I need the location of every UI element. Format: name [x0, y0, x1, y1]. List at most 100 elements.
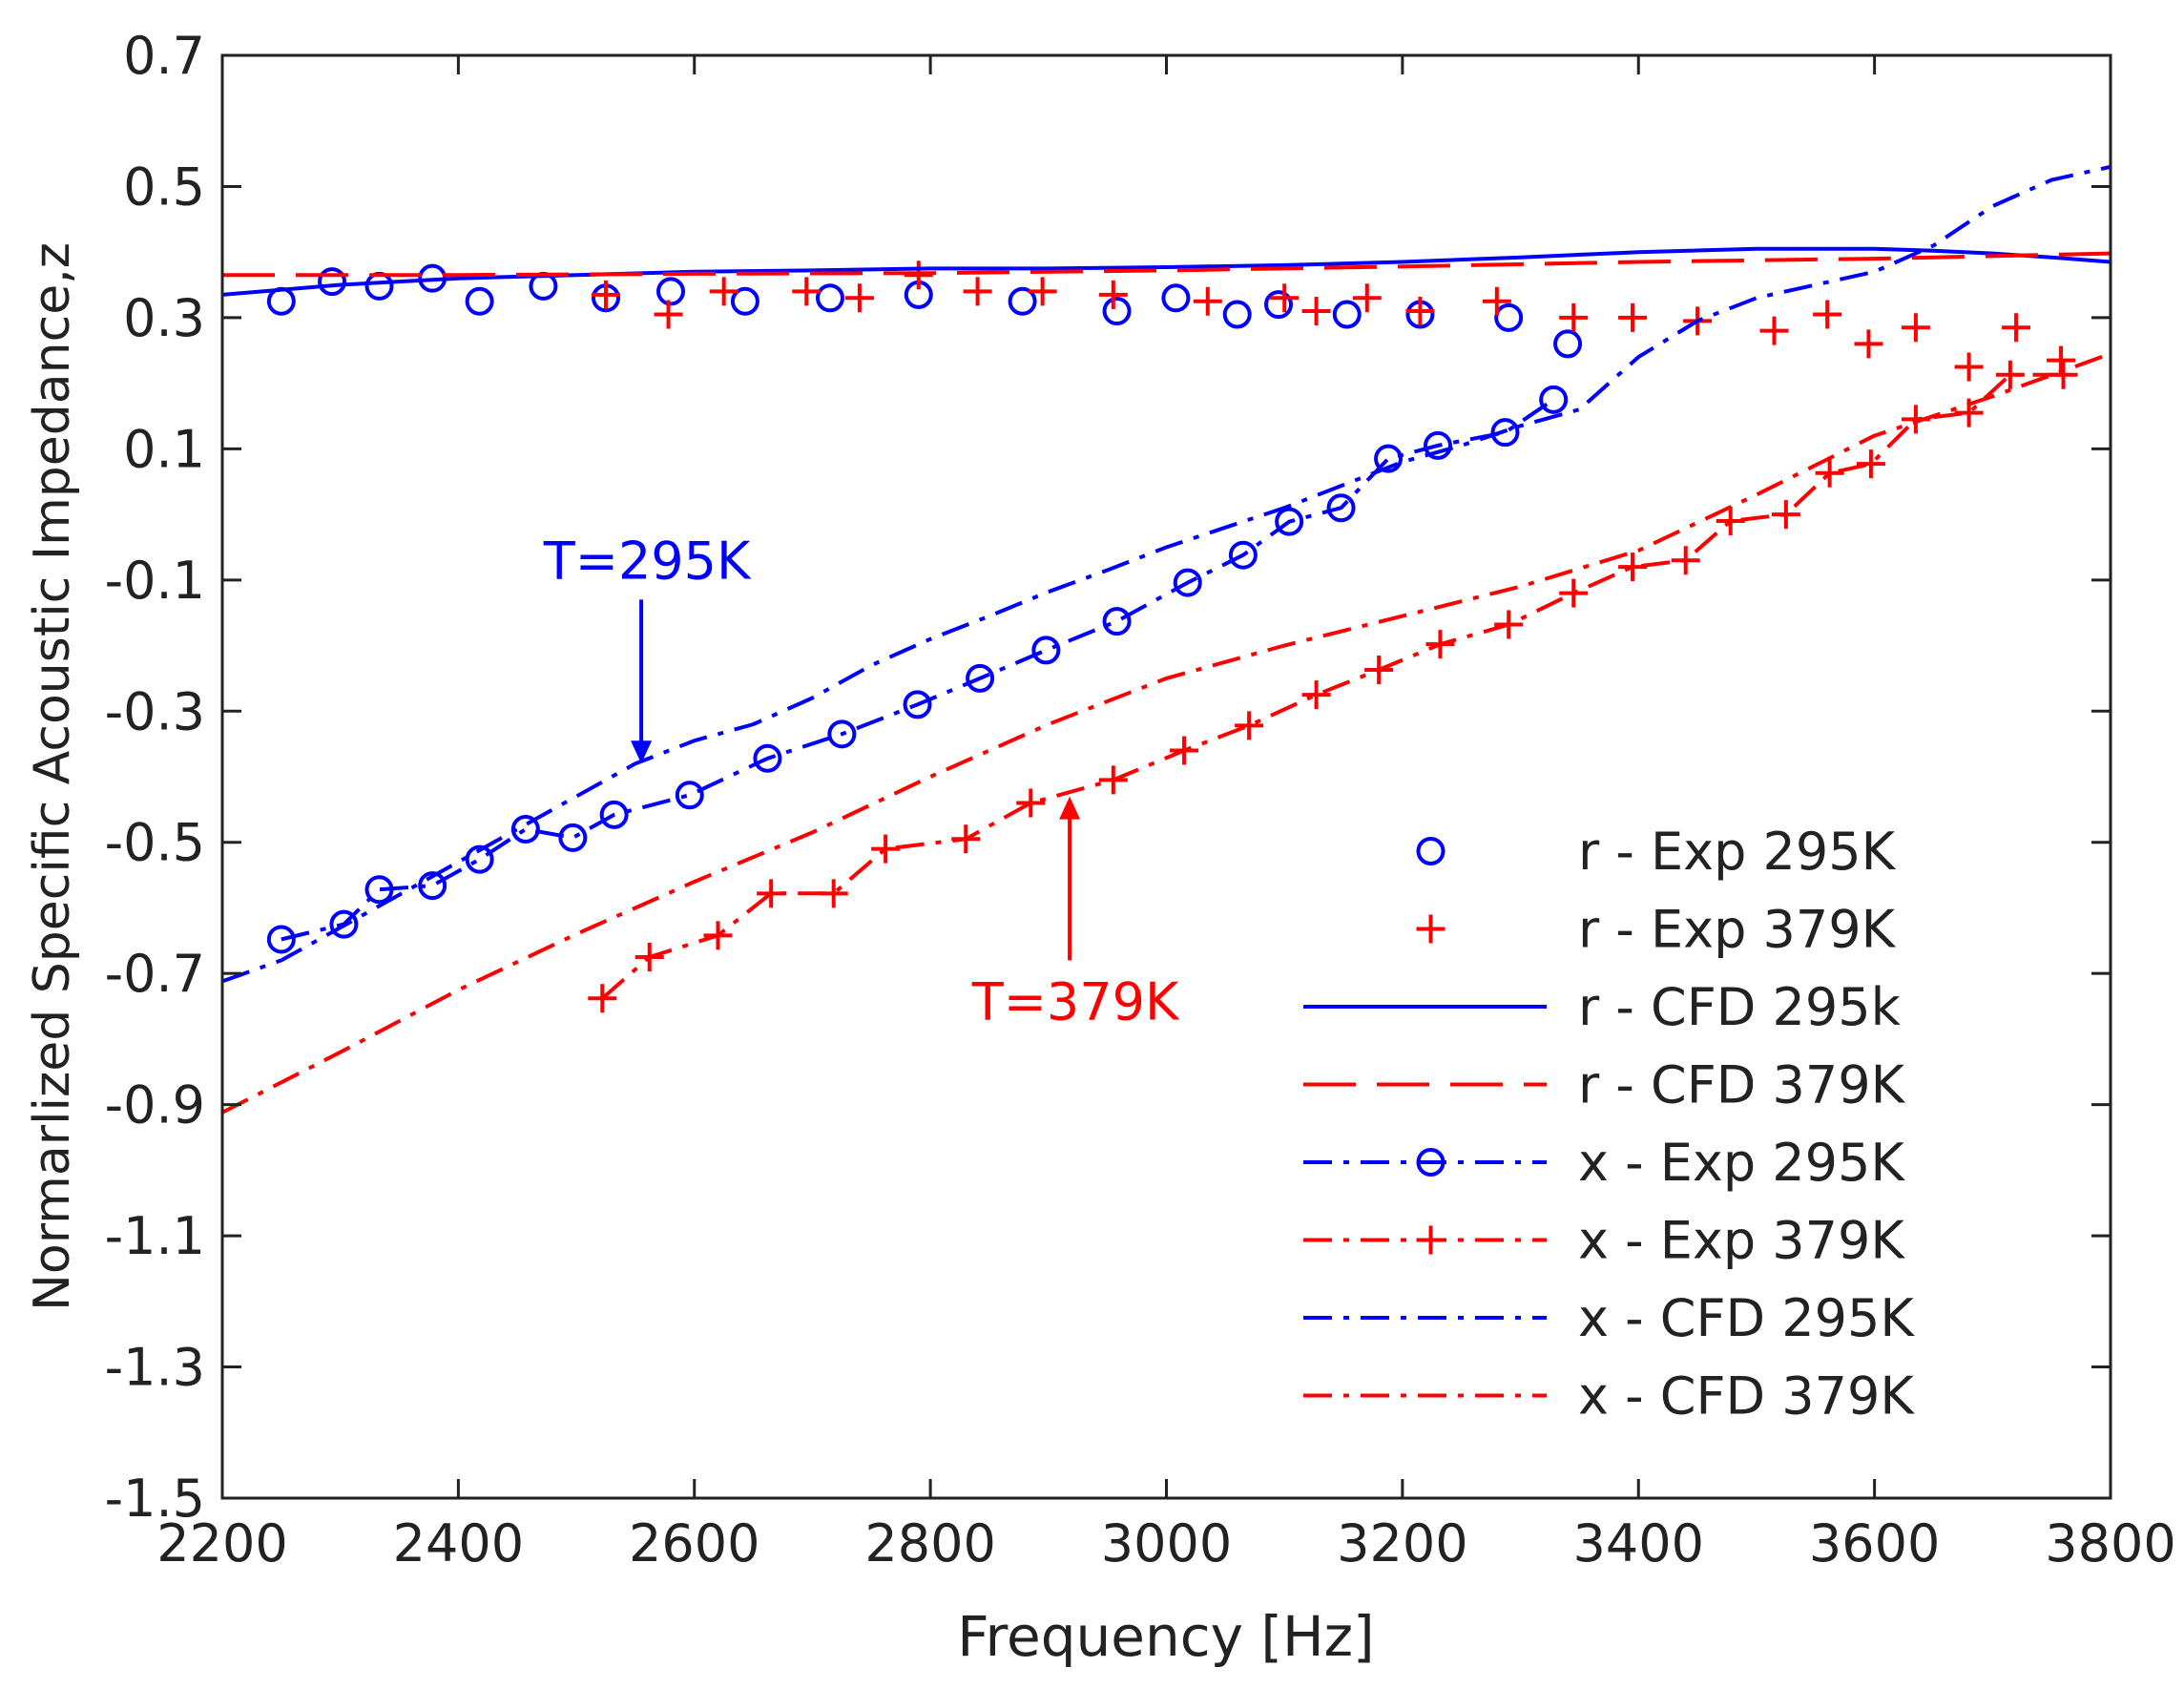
x-tick-label: 3600	[1809, 1513, 1940, 1573]
data-point	[558, 823, 588, 852]
data-point	[588, 984, 617, 1013]
data-point	[329, 909, 359, 939]
series-x-exp-295k	[266, 385, 1569, 954]
data-point	[757, 879, 786, 908]
data-point	[1494, 610, 1524, 639]
legend: r - Exp 295K r - Exp 379K r - CFD 295k r - …	[1303, 822, 1915, 1427]
data-point	[1854, 329, 1883, 359]
x-tick-label: 3000	[1101, 1513, 1232, 1573]
data-point	[1364, 655, 1394, 684]
data-point	[266, 925, 296, 954]
data-point	[1264, 290, 1294, 320]
data-point	[1170, 736, 1199, 765]
data-point	[1270, 283, 1300, 313]
legend-label: x - Exp 379K	[1578, 1211, 1905, 1271]
x-tick-label: 3400	[1573, 1513, 1704, 1573]
data-point	[951, 824, 981, 854]
data-point	[1352, 283, 1382, 313]
data-point	[1539, 385, 1569, 414]
data-point	[1416, 1148, 1446, 1177]
data-point	[963, 277, 992, 306]
data-point	[1374, 444, 1404, 473]
y-tick-label: -0.9	[105, 1075, 205, 1136]
data-point	[1425, 630, 1455, 659]
annotation-arrowhead	[631, 740, 653, 764]
data-point	[1173, 568, 1202, 597]
y-tick-label: 0.1	[123, 419, 205, 479]
y-tick-label: 0.5	[123, 156, 205, 217]
data-point	[1416, 914, 1446, 944]
x-tick-label: 2800	[864, 1513, 995, 1573]
annotation-label: T=295K	[543, 531, 752, 591]
data-point	[656, 277, 686, 306]
x-tick-label: 3800	[2045, 1513, 2175, 1573]
y-tick-label: -0.5	[105, 813, 205, 873]
legend-label: r - Exp 295K	[1578, 822, 1897, 882]
y-tick-label: -0.7	[105, 944, 205, 1004]
data-point	[465, 286, 494, 316]
data-point	[815, 283, 844, 313]
data-point	[1228, 540, 1258, 570]
legend-item: x - Exp 379K	[1303, 1211, 1905, 1271]
legend-item: r - CFD 295k	[1303, 977, 1902, 1037]
data-point	[1405, 297, 1435, 326]
legend-item: x - CFD 295K	[1303, 1288, 1915, 1348]
data-point	[903, 690, 932, 719]
data-point	[675, 781, 704, 810]
series-x-cfd-295k	[222, 164, 2111, 984]
series-line	[222, 351, 2111, 1115]
data-point	[1618, 302, 1648, 332]
data-point	[844, 283, 874, 313]
x-tick-label: 2200	[156, 1513, 287, 1573]
data-point	[1416, 837, 1446, 865]
annotation-arrowhead	[1059, 796, 1081, 820]
data-point	[2049, 360, 2078, 389]
data-point	[753, 743, 782, 773]
series-x-cfd-379k	[222, 351, 2111, 1115]
data-point	[1275, 507, 1304, 536]
data-point	[1416, 1225, 1446, 1255]
data-point	[418, 871, 447, 901]
series-line	[281, 398, 1555, 942]
data-point	[654, 300, 683, 329]
data-point	[1559, 302, 1589, 332]
data-point	[1482, 286, 1511, 316]
data-point	[1716, 506, 1745, 535]
data-point	[1102, 297, 1132, 326]
x-tick-label: 3200	[1337, 1513, 1467, 1573]
y-tick-label: -1.1	[105, 1206, 205, 1266]
data-point	[792, 277, 822, 306]
data-point	[1423, 430, 1452, 460]
data-point	[1901, 313, 1930, 343]
data-point	[1856, 449, 1885, 479]
series-r-cfd-379k	[222, 251, 2111, 278]
y-tick-label: -1.3	[105, 1338, 205, 1398]
legend-item: r - Exp 379K	[1416, 900, 1897, 960]
data-point	[591, 280, 620, 309]
data-point	[1222, 300, 1252, 329]
data-point	[634, 943, 664, 971]
data-point	[1995, 360, 2025, 389]
data-point	[827, 719, 857, 749]
data-point	[1031, 636, 1061, 665]
data-point	[1098, 280, 1128, 309]
y-tick-label: 0.7	[123, 26, 205, 86]
data-point	[1326, 493, 1356, 523]
x-tick-label: 2400	[393, 1513, 524, 1573]
data-point	[510, 814, 540, 844]
y-tick-label: -0.1	[105, 551, 205, 611]
y-tick-label: -0.3	[105, 681, 205, 741]
data-point	[1671, 546, 1700, 575]
x-axis-label: Frequency [Hz]	[957, 1604, 1374, 1669]
y-tick-label: -1.5	[105, 1469, 205, 1529]
data-point	[1954, 352, 1984, 382]
legend-label: x - CFD 295K	[1578, 1288, 1915, 1348]
data-point	[266, 286, 296, 316]
data-point	[1815, 458, 1844, 488]
data-point	[318, 267, 347, 297]
data-point	[1028, 277, 1057, 306]
series-r-exp-379k	[591, 260, 2076, 382]
series-line	[222, 251, 2111, 278]
data-point	[730, 286, 759, 316]
data-point	[465, 844, 494, 874]
